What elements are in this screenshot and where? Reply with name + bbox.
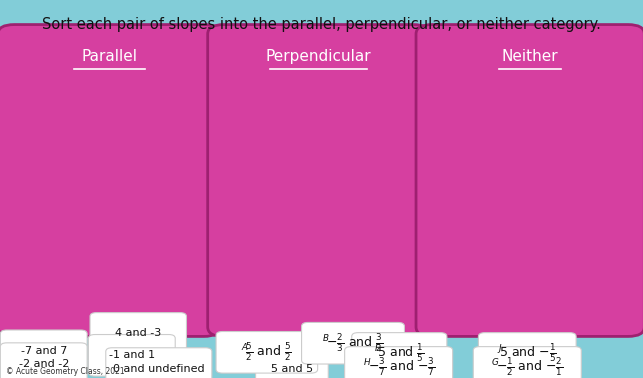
Text: $^B\!{-}\frac{2}{3}$ and $\frac{3}{2}$: $^B\!{-}\frac{2}{3}$ and $\frac{3}{2}$	[323, 332, 383, 354]
FancyBboxPatch shape	[105, 348, 212, 378]
FancyBboxPatch shape	[1, 343, 87, 378]
FancyBboxPatch shape	[1, 330, 87, 372]
Text: 4 and -3: 4 and -3	[115, 328, 161, 338]
FancyBboxPatch shape	[90, 313, 186, 354]
Text: Neither: Neither	[502, 49, 558, 64]
FancyBboxPatch shape	[416, 25, 643, 336]
Text: -2 and -2: -2 and -2	[19, 359, 69, 369]
Text: 0 and undefined: 0 and undefined	[113, 364, 204, 373]
Text: $^A\!\frac{5}{2}$ and $\frac{5}{2}$: $^A\!\frac{5}{2}$ and $\frac{5}{2}$	[241, 341, 293, 363]
FancyBboxPatch shape	[345, 347, 453, 378]
FancyBboxPatch shape	[302, 322, 404, 364]
FancyBboxPatch shape	[478, 333, 576, 374]
FancyBboxPatch shape	[208, 25, 430, 336]
Text: © Acute Geometry Class, 2021: © Acute Geometry Class, 2021	[6, 367, 125, 376]
Text: Perpendicular: Perpendicular	[266, 49, 371, 64]
Text: 5 and 5: 5 and 5	[271, 364, 313, 373]
Text: Parallel: Parallel	[81, 49, 138, 64]
Text: Sort each pair of slopes into the parallel, perpendicular, or neither category.: Sort each pair of slopes into the parall…	[42, 17, 601, 32]
FancyBboxPatch shape	[216, 332, 318, 373]
FancyBboxPatch shape	[0, 25, 220, 336]
FancyBboxPatch shape	[473, 347, 581, 378]
FancyBboxPatch shape	[352, 333, 447, 374]
Text: $^G\!{-}\frac{1}{2}$ and $-\frac{2}{1}$: $^G\!{-}\frac{1}{2}$ and $-\frac{2}{1}$	[491, 356, 563, 378]
FancyBboxPatch shape	[88, 335, 175, 376]
Text: $^H\!{-}\frac{3}{7}$ and $-\frac{3}{7}$: $^H\!{-}\frac{3}{7}$ and $-\frac{3}{7}$	[363, 356, 435, 378]
FancyBboxPatch shape	[256, 348, 329, 378]
Text: -7 and 7: -7 and 7	[21, 346, 67, 356]
Text: -1 and 1: -1 and 1	[109, 350, 155, 360]
Text: $^F\!$5 and $\frac{1}{5}$: $^F\!$5 and $\frac{1}{5}$	[374, 342, 424, 364]
Text: $^J\!$5 and $-\frac{1}{5}$: $^J\!$5 and $-\frac{1}{5}$	[498, 342, 557, 364]
